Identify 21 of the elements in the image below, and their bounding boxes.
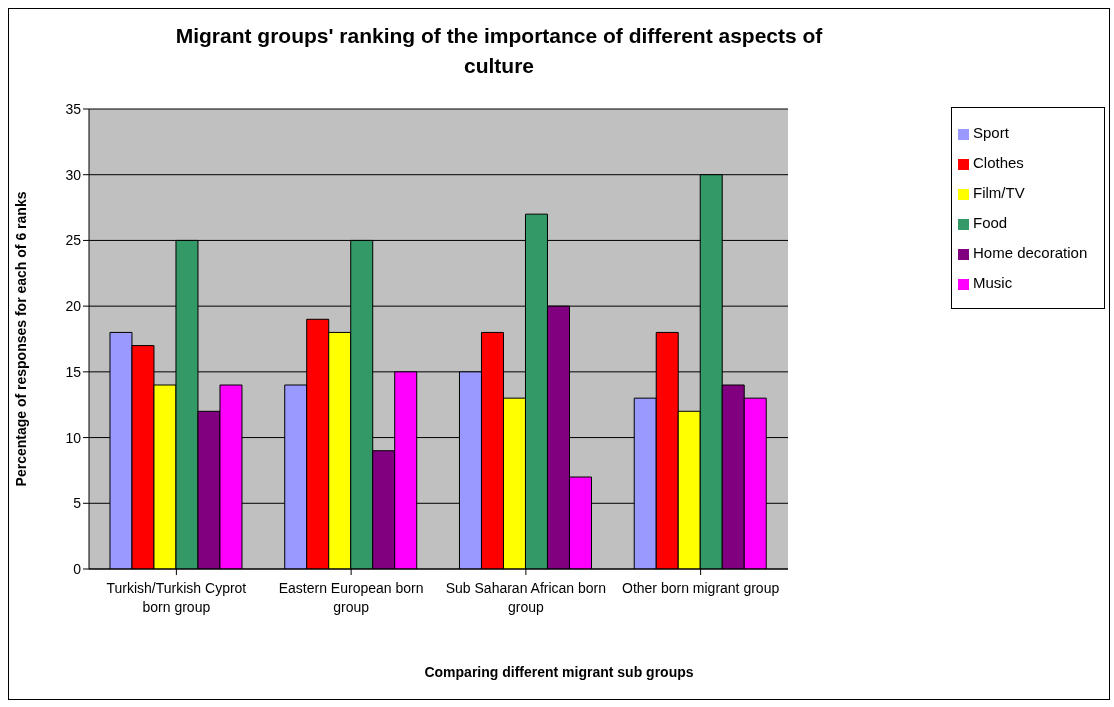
legend-label: Home decoration [973,244,1088,261]
x-tick-label: Eastern European born group [278,580,424,615]
y-tick-label: 25 [65,232,82,249]
x-axis-title: Comparing different migrant sub groups [423,664,695,680]
y-tick-label: 35 [65,100,82,117]
legend-label: Clothes [973,154,1024,171]
y-tick-label: 20 [65,298,82,315]
y-axis-title: Percentage of responses for each of 6 ranks [12,191,29,487]
x-tick-label: Sub Saharan African born group [445,580,607,615]
x-tick-label: Turkish/Turkish Cyprot born group [106,580,247,615]
legend-label: Sport [973,124,1009,141]
y-tick-label: 15 [65,363,82,380]
y-tick-label: 0 [73,560,82,577]
x-tick-label: Other born migrant group [622,580,780,596]
legend-label: Film/TV [973,184,1025,201]
y-tick-label: 10 [65,429,82,446]
chart-title: Migrant groups' ranking of the importance of different aspects of culture [174,23,824,79]
y-tick-label: 5 [73,495,82,512]
y-tick-label: 30 [65,166,82,183]
legend-label: Food [973,214,1008,231]
legend-label: Music [973,274,1013,291]
